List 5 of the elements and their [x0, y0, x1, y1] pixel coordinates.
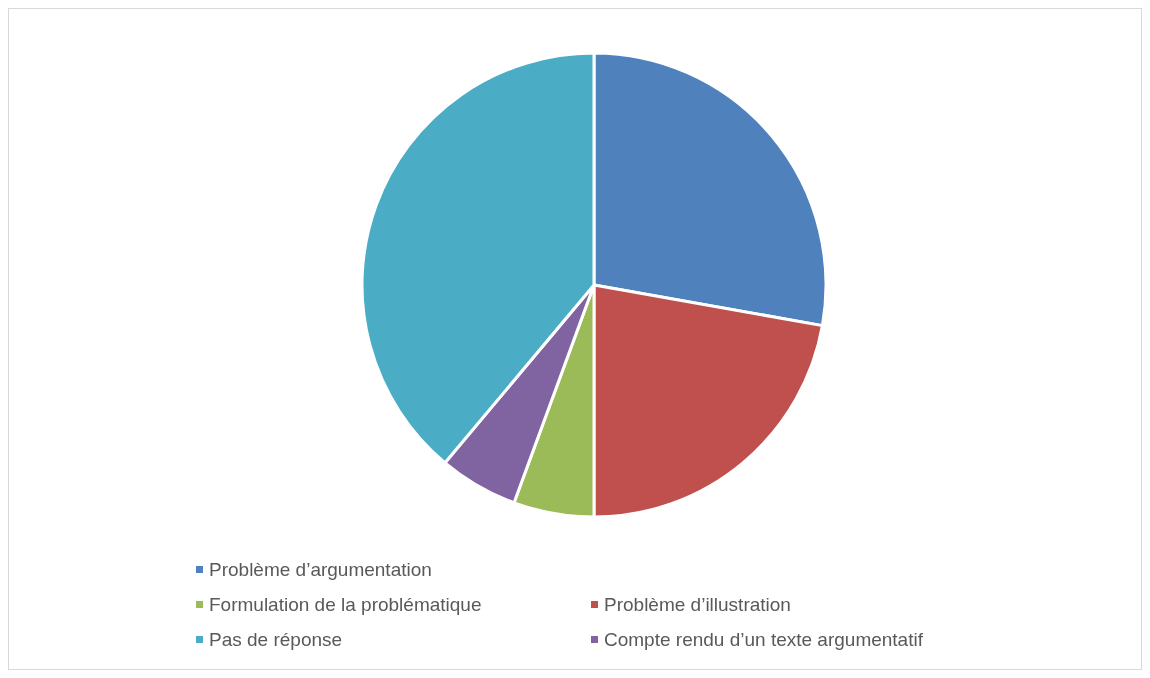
legend-label: Problème d’illustration [604, 594, 791, 615]
legend-label: Pas de réponse [209, 629, 343, 650]
legend-label: Problème d’argumentation [209, 559, 432, 580]
legend-label: Formulation de la problématique [209, 594, 482, 615]
legend-label: Compte rendu d’un texte argumentatif [604, 629, 924, 650]
